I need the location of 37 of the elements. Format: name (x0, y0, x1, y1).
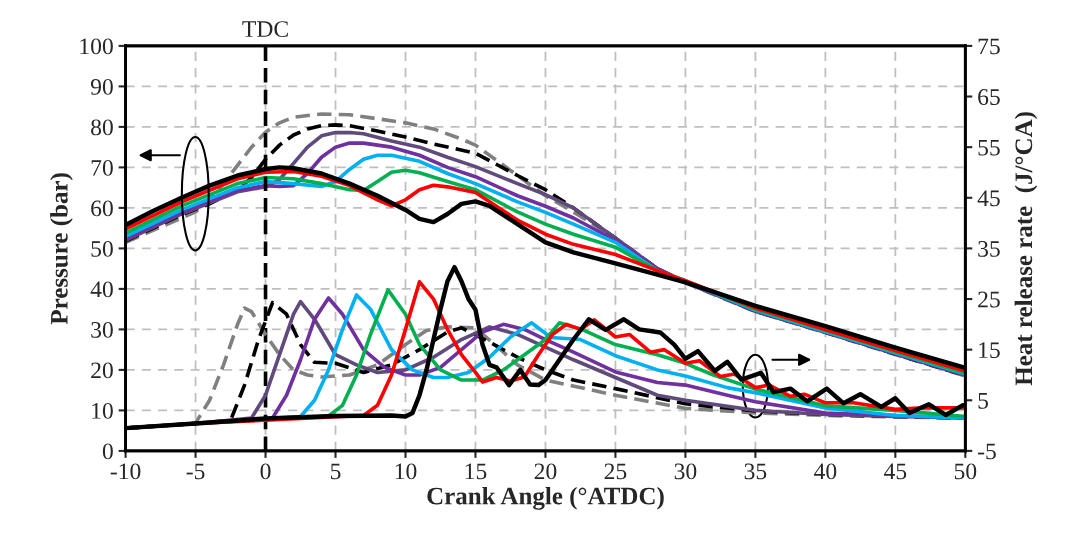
x-tick-label: 10 (395, 463, 417, 480)
x-tick-label: 35 (744, 463, 767, 480)
y2-tick-label: 35 (978, 240, 1000, 257)
x-axis-title: Crank Angle (°ATDC) (427, 486, 664, 510)
x-tick-label: 40 (814, 463, 837, 480)
x-tick-label: 25 (604, 463, 627, 480)
x-tick-label: 0 (260, 463, 271, 480)
y-tick-label: 20 (91, 362, 113, 379)
y-tick-label: 70 (91, 159, 113, 176)
y2-tick-label: 75 (978, 38, 1000, 55)
y-tick-label: 40 (90, 281, 113, 298)
y2-tick-label: 55 (978, 139, 1000, 156)
y-tick-label: 80 (91, 119, 113, 136)
x-tick-label: 15 (465, 463, 487, 480)
y2-tick-label: 65 (978, 89, 1000, 105)
y-tick-label: 10 (92, 402, 113, 419)
x-tick-label: 50 (954, 463, 977, 480)
y2-tick-label: 25 (978, 291, 1000, 308)
ref-line-label: TDC (242, 21, 288, 38)
y-tick-label: 60 (91, 200, 113, 217)
x-tick-label: 5 (330, 463, 341, 480)
y2-tick-label: 45 (977, 190, 1000, 207)
y-tick-label: 90 (90, 78, 113, 95)
x-tick-label: 45 (884, 463, 907, 480)
y2-axis-title: Heat release rate (J/°CA) (1014, 112, 1038, 386)
y2-tick-label: 15 (979, 342, 1000, 359)
y-axis-title: Pressure (bar) (50, 173, 73, 325)
x-tick-label: -10 (110, 463, 141, 480)
x-tick-label: -5 (186, 463, 205, 480)
y-tick-label: 0 (102, 443, 113, 460)
y-tick-label: 100 (80, 38, 113, 55)
x-tick-label: 20 (534, 463, 557, 480)
y2-tick-label: -5 (978, 443, 996, 460)
y-tick-label: 30 (91, 321, 113, 338)
x-tick-label: 30 (674, 463, 697, 480)
y-tick-label: 50 (91, 240, 113, 257)
y2-tick-label: 5 (978, 393, 989, 409)
